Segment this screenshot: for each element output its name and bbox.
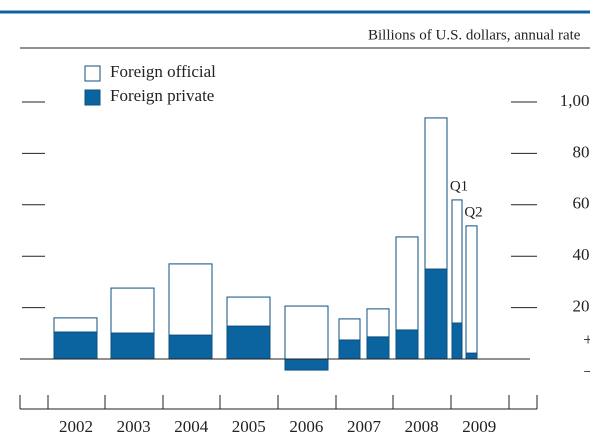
bar-segment — [226, 296, 271, 327]
bar-segment — [366, 336, 390, 360]
x-tick-label: 2002 — [59, 417, 93, 436]
x-tick-label: 2003 — [117, 417, 151, 436]
legend-swatch — [84, 89, 101, 106]
bar-segment — [395, 236, 419, 331]
y-tick-label: 400 — [573, 245, 590, 264]
bar-segment — [110, 332, 155, 360]
bar-annotation: Q1 — [450, 178, 468, 194]
x-tick-label: 2007 — [347, 417, 382, 436]
bar-segment — [53, 331, 98, 360]
y-tick-label: 200 — [573, 297, 590, 316]
bar-segment — [338, 318, 361, 341]
bar-segment — [284, 305, 329, 360]
bar-segment — [366, 308, 390, 338]
y-tick-label: 600 — [573, 194, 590, 213]
x-tick-label: 2008 — [405, 417, 439, 436]
bar-segment — [465, 225, 478, 354]
bar-segment — [465, 352, 478, 360]
bar-annotation: Q2 — [464, 204, 482, 220]
units-label: Billions of U.S. dollars, annual rate — [368, 27, 581, 43]
x-tick-label: 2005 — [232, 417, 266, 436]
bar-segment — [424, 268, 448, 360]
bar-segment — [424, 117, 448, 270]
legend-label: Foreign official — [110, 62, 216, 81]
bar-segment — [284, 358, 329, 371]
sign-label: − — [583, 362, 590, 381]
bar-segment — [168, 334, 213, 360]
bar-segment — [451, 322, 463, 360]
bar-segment — [395, 329, 419, 360]
bar-segment — [53, 317, 98, 333]
bar-segment — [451, 199, 463, 324]
bar-segment — [226, 325, 271, 360]
x-tick-label: 2009 — [462, 417, 496, 436]
bar-segment — [110, 287, 155, 334]
y-tick-label: 1,000 — [560, 91, 590, 110]
legend-swatch — [84, 65, 101, 82]
sign-label: + — [583, 330, 590, 349]
legend-label: Foreign private — [110, 86, 214, 105]
x-tick-label: 2004 — [174, 417, 209, 436]
x-tick-label: 2006 — [289, 417, 323, 436]
bar-segment — [338, 339, 361, 360]
y-tick-label: 800 — [573, 142, 590, 161]
bar-segment — [168, 263, 213, 336]
